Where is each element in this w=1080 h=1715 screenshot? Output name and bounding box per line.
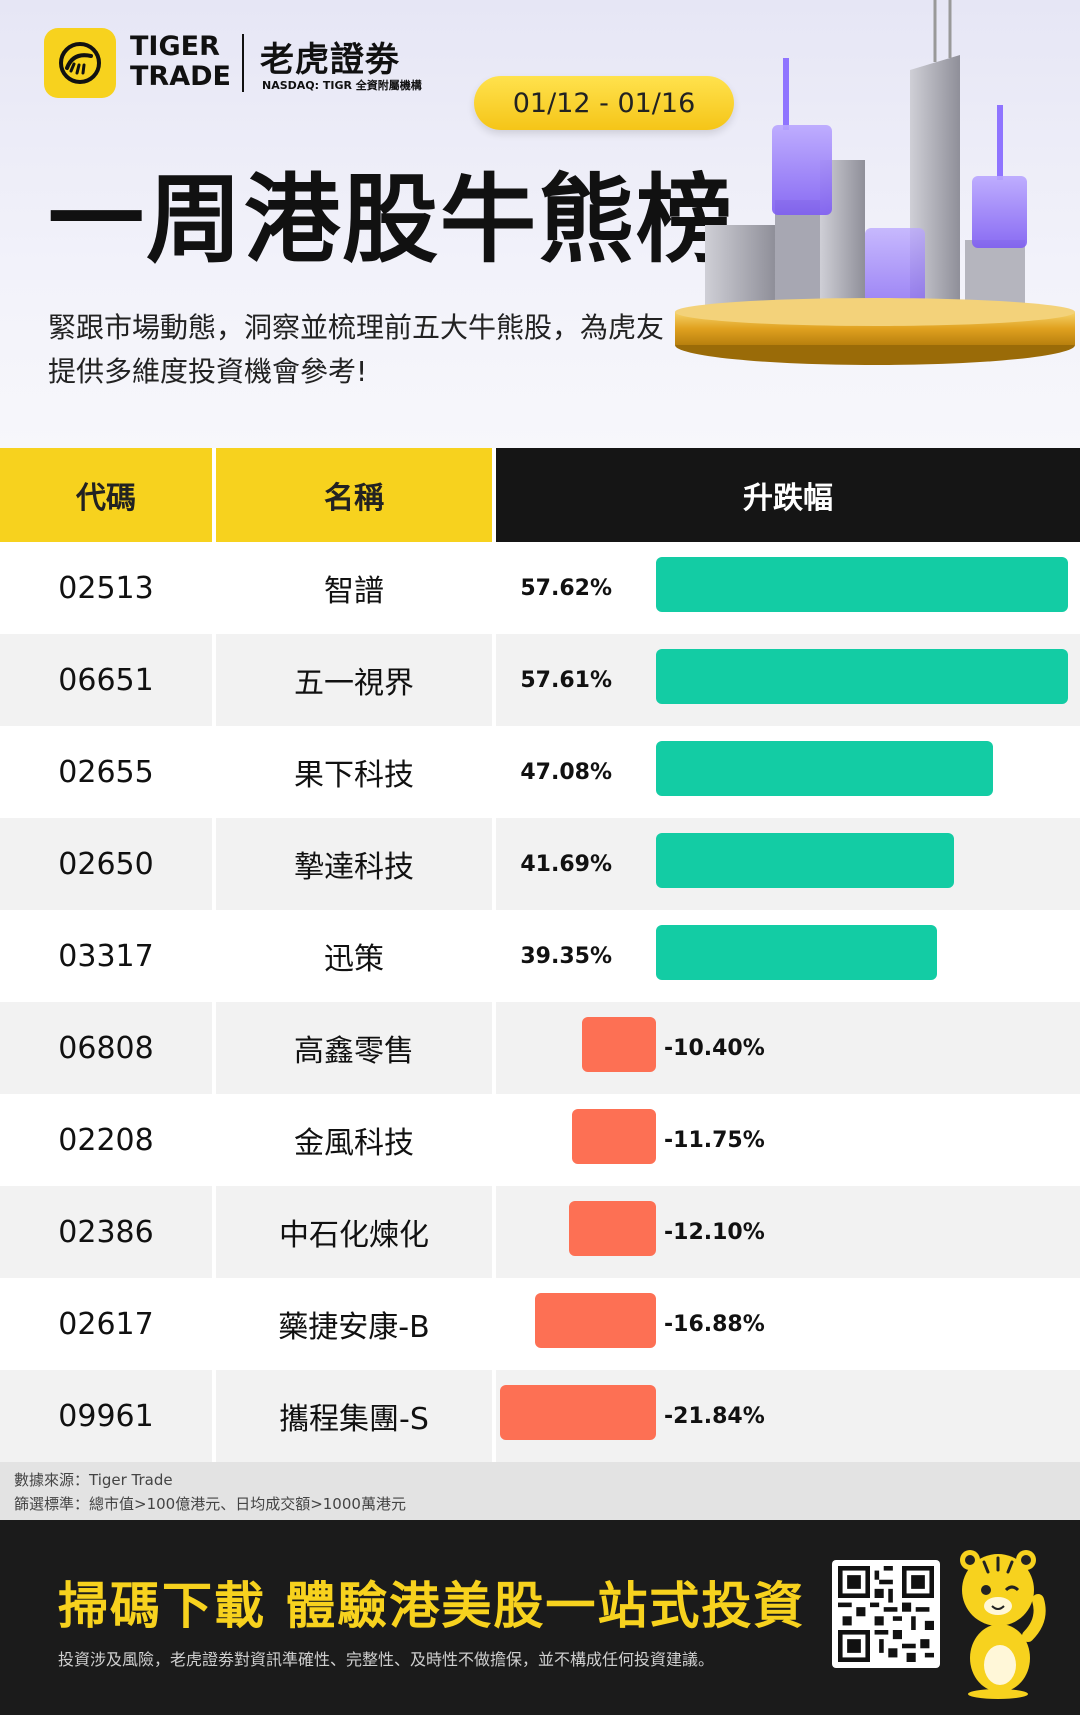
header-banner: TIGER TRADE 老虎證劵 NASDAQ: TIGR 全資附屬機構 01/… — [0, 0, 1080, 448]
stock-code: 02513 — [0, 542, 216, 634]
change-label: 57.62% — [520, 575, 612, 601]
table-row: 02655 果下科技 47.08% — [0, 726, 1080, 818]
change-cell: -12.10% — [496, 1186, 1080, 1278]
stock-code: 02386 — [0, 1186, 216, 1278]
date-range-badge: 01/12 - 01/16 — [474, 76, 734, 130]
ranking-table: 代碼 名稱 升跌幅 02513 智譜 57.62% 06651 五一視界 57.… — [0, 448, 1080, 1462]
brand-name-en: TIGER TRADE — [130, 31, 231, 92]
table-row: 02513 智譜 57.62% — [0, 542, 1080, 634]
stock-name: 摯達科技 — [216, 818, 496, 910]
change-cell: 57.62% — [496, 542, 1080, 634]
header-change: 升跌幅 — [496, 448, 1080, 542]
header-name: 名稱 — [216, 448, 496, 542]
stock-name: 五一視界 — [216, 634, 496, 726]
stock-code: 02617 — [0, 1278, 216, 1370]
brand-subtitle: NASDAQ: TIGR 全資附屬機構 — [262, 79, 422, 92]
tiger-mascot — [960, 1550, 1046, 1699]
change-cell: -16.88% — [496, 1278, 1080, 1370]
page-title: 一周港股牛熊榜 — [48, 164, 734, 276]
stock-code: 02650 — [0, 818, 216, 910]
change-bar — [499, 1385, 656, 1440]
change-bar — [569, 1201, 656, 1256]
change-bar — [656, 833, 955, 888]
change-label: -11.75% — [664, 1127, 765, 1153]
stock-code: 02208 — [0, 1094, 216, 1186]
change-bar — [571, 1109, 656, 1164]
criteria-line: 篩選標準：總市值>100億港元、日均成交額>1000萬港元 — [14, 1495, 406, 1513]
stock-code: 06808 — [0, 1002, 216, 1094]
change-label: 39.35% — [520, 943, 612, 969]
change-bar — [656, 649, 1068, 704]
change-bar — [656, 741, 993, 796]
stock-name: 攜程集團-S — [216, 1370, 496, 1462]
change-label: 41.69% — [520, 851, 612, 877]
footer-banner: 掃碼下載 體驗港美股一站式投資 投資涉及風險，老虎證劵對資訊準確性、完整性、及時… — [0, 1520, 1080, 1715]
change-bar — [581, 1017, 656, 1072]
change-cell: 41.69% — [496, 818, 1080, 910]
stock-name: 智譜 — [216, 542, 496, 634]
change-bar — [535, 1293, 656, 1348]
table-row: 02386 中石化煉化 -12.10% — [0, 1186, 1080, 1278]
header-code: 代碼 — [0, 448, 216, 542]
table-row: 02617 藥捷安康-B -16.88% — [0, 1278, 1080, 1370]
table-header: 代碼 名稱 升跌幅 — [0, 448, 1080, 542]
stock-code: 03317 — [0, 910, 216, 1002]
download-cta: 掃碼下載 體驗港美股一站式投資 — [58, 1577, 806, 1635]
stock-name: 高鑫零售 — [216, 1002, 496, 1094]
risk-disclaimer: 投資涉及風險，老虎證劵對資訊準確性、完整性、及時性不做擔保，並不構成任何投資建議… — [58, 1650, 715, 1669]
change-cell: 47.08% — [496, 726, 1080, 818]
data-source-note: 數據來源：Tiger Trade 篩選標準：總市值>100億港元、日均成交額>1… — [0, 1462, 1080, 1520]
change-cell: -10.40% — [496, 1002, 1080, 1094]
page-subtitle: 緊跟市場動態，洞察並梳理前五大牛熊股，為虎友提供多維度投資機會參考! — [48, 311, 665, 388]
change-label: 57.61% — [520, 667, 612, 693]
source-line: 數據來源：Tiger Trade — [14, 1471, 173, 1489]
tiger-logo-icon — [44, 28, 116, 98]
stock-code: 09961 — [0, 1370, 216, 1462]
change-label: 47.08% — [520, 759, 612, 785]
stock-code: 02655 — [0, 726, 216, 818]
qr-code[interactable] — [832, 1560, 940, 1668]
table-row: 02650 摯達科技 41.69% — [0, 818, 1080, 910]
stock-code: 06651 — [0, 634, 216, 726]
change-cell: 39.35% — [496, 910, 1080, 1002]
change-label: -21.84% — [664, 1403, 765, 1429]
change-bar — [656, 925, 938, 980]
stock-name: 中石化煉化 — [216, 1186, 496, 1278]
logo-divider — [242, 34, 244, 92]
table-row: 06651 五一視界 57.61% — [0, 634, 1080, 726]
change-cell: -11.75% — [496, 1094, 1080, 1186]
table-row: 03317 迅策 39.35% — [0, 910, 1080, 1002]
stock-name: 迅策 — [216, 910, 496, 1002]
city-skyline-illustration — [675, 0, 1075, 365]
change-bar — [656, 557, 1068, 612]
stock-name: 藥捷安康-B — [216, 1278, 496, 1370]
stock-name: 金風科技 — [216, 1094, 496, 1186]
change-cell: -21.84% — [496, 1370, 1080, 1462]
table-row: 06808 高鑫零售 -10.40% — [0, 1002, 1080, 1094]
change-label: -10.40% — [664, 1035, 765, 1061]
table-row: 09961 攜程集團-S -21.84% — [0, 1370, 1080, 1462]
table-row: 02208 金風科技 -11.75% — [0, 1094, 1080, 1186]
change-label: -16.88% — [664, 1311, 765, 1337]
stock-name: 果下科技 — [216, 726, 496, 818]
change-label: -12.10% — [664, 1219, 765, 1245]
brand-name-cn: 老虎證劵 — [260, 40, 400, 80]
change-cell: 57.61% — [496, 634, 1080, 726]
